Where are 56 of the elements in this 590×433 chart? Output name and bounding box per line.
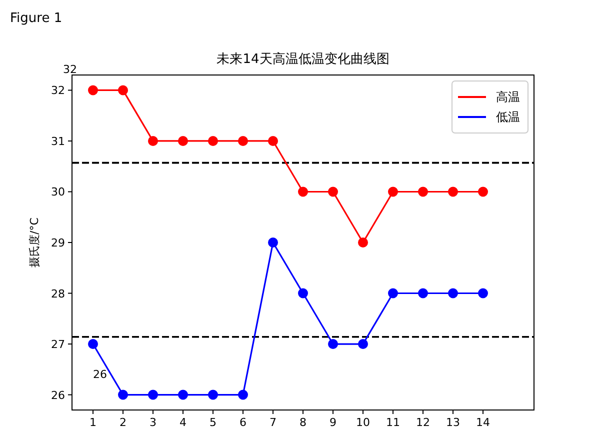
annotation: 32 [63, 63, 77, 76]
point [448, 288, 458, 298]
x-tick-label: 6 [240, 416, 246, 429]
annotation: 26 [93, 368, 107, 381]
y-tick-label: 27 [51, 338, 65, 352]
legend-label: 低温 [496, 110, 520, 124]
y-tick-label: 32 [51, 84, 65, 98]
y-axis-title: 摄氏度/°C [28, 217, 41, 268]
y-tick-label: 28 [51, 287, 65, 300]
legend-label: 高温 [496, 90, 520, 104]
x-tick-label: 14 [476, 416, 490, 429]
point [148, 390, 158, 400]
x-tick-label: 8 [300, 416, 306, 429]
point [88, 339, 98, 350]
point [268, 136, 278, 146]
point [448, 186, 458, 197]
point [478, 186, 488, 197]
x-tick-label: 5 [210, 416, 216, 429]
point [328, 339, 338, 350]
point [268, 238, 278, 248]
x-tick-label: 9 [330, 416, 336, 429]
point [358, 339, 368, 350]
x-tick-label: 10 [356, 416, 370, 429]
point [178, 136, 188, 146]
point [238, 136, 248, 146]
point [358, 238, 368, 248]
point [298, 288, 308, 298]
point [118, 85, 128, 96]
point [88, 85, 98, 96]
x-tick-label: 1 [90, 416, 96, 429]
point [298, 186, 308, 197]
point [388, 186, 398, 197]
x-tick-label: 2 [120, 416, 126, 429]
point [148, 136, 158, 146]
point [388, 288, 398, 298]
x-tick-label: 12 [416, 416, 430, 429]
point [418, 186, 428, 197]
y-tick-label: 29 [51, 236, 65, 250]
y-tick-label: 26 [51, 388, 65, 402]
y-tick-label: 31 [51, 134, 65, 148]
y-tick-label: 30 [51, 186, 65, 199]
point [208, 390, 218, 400]
x-tick-label: 4 [180, 416, 186, 429]
chart-title: 未来14天高温低温变化曲线图 [216, 51, 390, 67]
point [118, 390, 128, 400]
point [418, 288, 428, 298]
x-tick-label: 11 [386, 416, 400, 429]
point [178, 390, 188, 400]
point [208, 136, 218, 146]
x-tick-label: 13 [446, 416, 460, 429]
point [238, 390, 248, 400]
point [478, 288, 488, 298]
point [328, 186, 338, 197]
x-tick-label: 7 [270, 416, 276, 429]
annotation: Figure 1 [10, 11, 62, 26]
x-tick-label: 3 [150, 416, 156, 429]
